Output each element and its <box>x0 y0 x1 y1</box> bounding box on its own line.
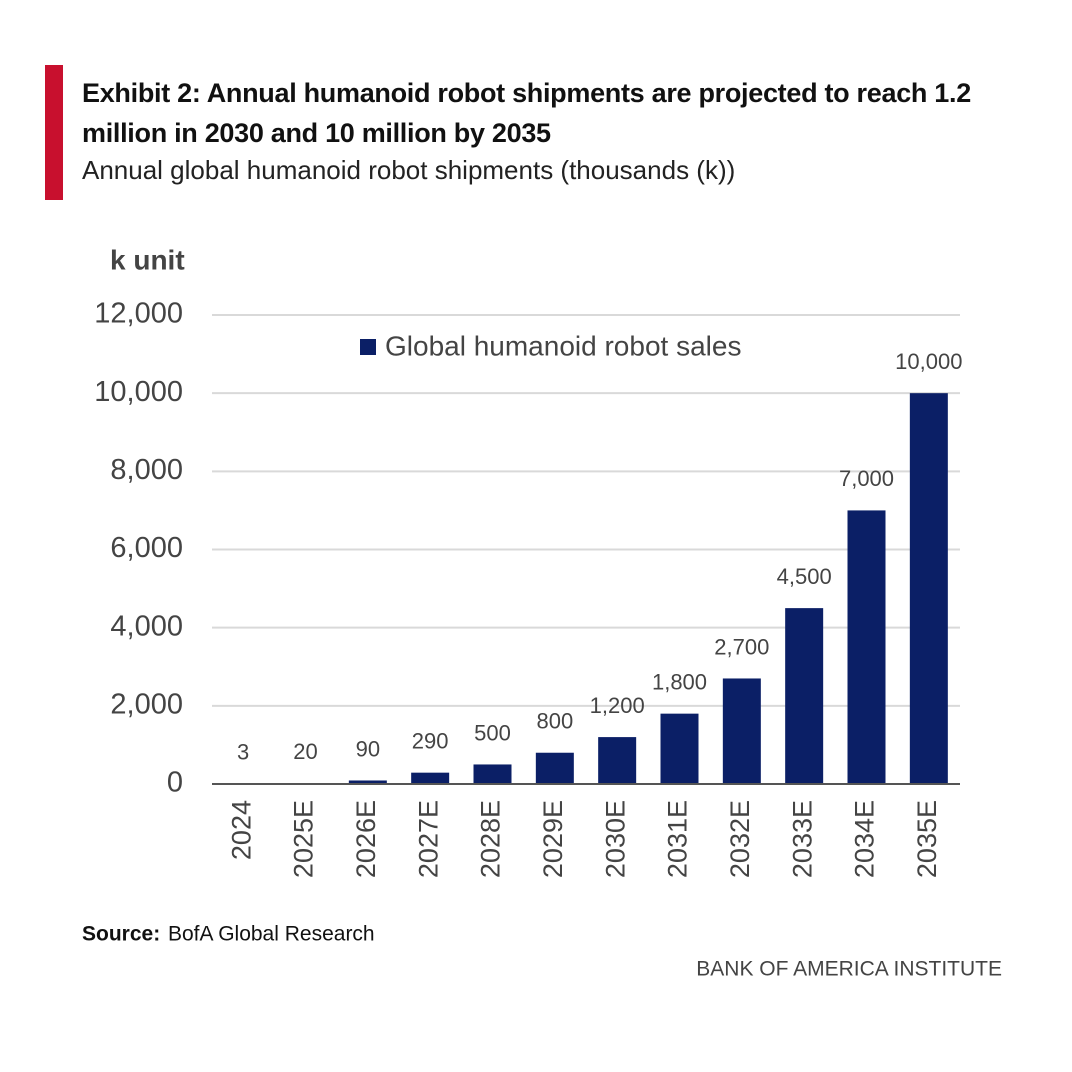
source-label: Source: <box>82 923 160 946</box>
value-label: 7,000 <box>839 466 894 491</box>
x-tick-label: 2024 <box>226 800 256 860</box>
x-tick-label: 2033E <box>787 800 817 878</box>
value-label: 500 <box>474 720 511 745</box>
bar <box>348 780 387 784</box>
value-label: 1,200 <box>590 693 645 718</box>
x-tick-label: 2025E <box>289 800 319 878</box>
y-tick-label: 6,000 <box>110 532 183 564</box>
value-label: 1,800 <box>652 669 707 694</box>
y-tick-label: 12,000 <box>94 298 183 330</box>
header: Exhibit 2: Annual humanoid robot shipmen… <box>45 65 1062 200</box>
y-tick-label: 0 <box>167 767 183 799</box>
bar <box>909 393 948 784</box>
value-label: 800 <box>536 709 573 734</box>
chart-title: Exhibit 2: Annual humanoid robot shipmen… <box>82 78 971 148</box>
value-label: 3 <box>237 740 249 765</box>
value-label: 4,500 <box>777 564 832 589</box>
bar <box>473 764 512 784</box>
y-tick-label: 2,000 <box>110 688 183 720</box>
source: BofA Global Research <box>168 923 375 946</box>
y-tick-label: 4,000 <box>110 610 183 642</box>
x-tick-label: 2027E <box>413 800 443 878</box>
x-tick-label: 2030E <box>600 800 630 878</box>
chart-subtitle: Annual global humanoid robot shipments (… <box>82 155 736 185</box>
legend-label: Global humanoid robot sales <box>385 330 741 361</box>
x-tick-label: 2032E <box>725 800 755 878</box>
legend-swatch <box>360 339 376 355</box>
value-label: 20 <box>293 739 317 764</box>
bar <box>847 510 886 784</box>
value-label: 90 <box>356 736 380 761</box>
y-tick-label: 8,000 <box>110 454 183 486</box>
value-label: 290 <box>412 728 449 753</box>
x-tick-label: 2031E <box>663 800 693 878</box>
y-tick-label: 10,000 <box>94 376 183 408</box>
value-label: 10,000 <box>895 349 962 374</box>
x-tick-label: 2034E <box>850 800 880 878</box>
y-axis-label: k unit <box>110 244 185 275</box>
bar <box>722 678 761 784</box>
bar <box>785 608 824 784</box>
footer: BANK OF AMERICA INSTITUTE <box>696 958 1002 981</box>
bar <box>411 772 450 784</box>
bar <box>598 737 637 784</box>
x-tick-label: 2028E <box>476 800 506 878</box>
value-label: 2,700 <box>714 634 769 659</box>
x-tick-label: 2035E <box>912 800 942 878</box>
x-tick-label: 2026E <box>351 800 381 878</box>
bar <box>660 713 699 784</box>
x-tick-label: 2029E <box>538 800 568 878</box>
bar <box>535 752 574 784</box>
